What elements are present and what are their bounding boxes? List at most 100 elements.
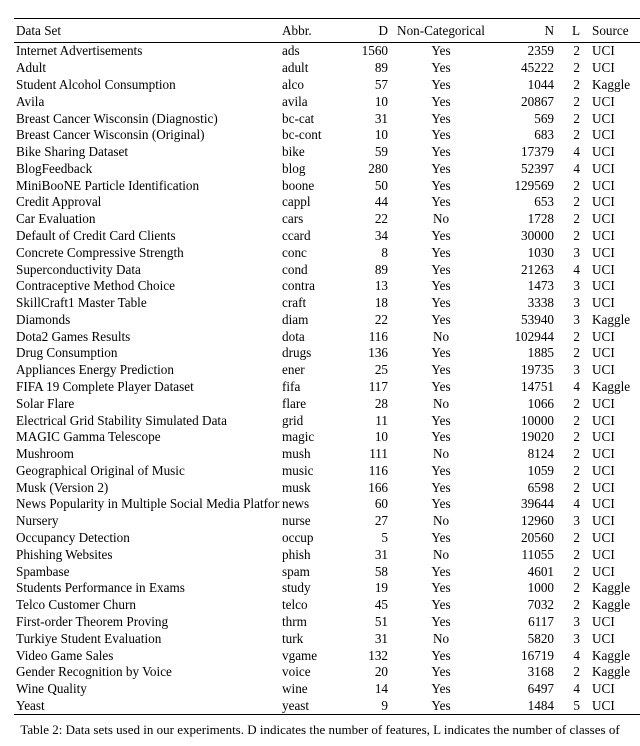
- cell-name: Dota2 Games Results: [14, 328, 280, 345]
- cell-name: Geographical Original of Music: [14, 463, 280, 480]
- cell-d: 31: [336, 110, 390, 127]
- table-row: Spambasespam58Yes46012UCI: [14, 563, 640, 580]
- table-row: Wine Qualitywine14Yes64974UCI: [14, 681, 640, 698]
- cell-src: Kaggle: [582, 379, 640, 396]
- table-row: Car Evaluationcars22No17282UCI: [14, 211, 640, 228]
- cell-n: 30000: [492, 228, 556, 245]
- cell-src: UCI: [582, 278, 640, 295]
- cell-src: UCI: [582, 463, 640, 480]
- cell-noncat: Yes: [390, 463, 492, 480]
- cell-l: 2: [556, 194, 582, 211]
- cell-abbr: adult: [280, 60, 336, 77]
- cell-noncat: No: [390, 446, 492, 463]
- table-row: Students Performance in Examsstudy19Yes1…: [14, 580, 640, 597]
- cell-d: 28: [336, 395, 390, 412]
- cell-abbr: spam: [280, 563, 336, 580]
- cell-noncat: No: [390, 513, 492, 530]
- cell-l: 3: [556, 295, 582, 312]
- cell-d: 111: [336, 446, 390, 463]
- cell-l: 2: [556, 228, 582, 245]
- cell-src: UCI: [582, 630, 640, 647]
- cell-noncat: Yes: [390, 261, 492, 278]
- cell-name: MiniBooNE Particle Identification: [14, 177, 280, 194]
- cell-src: Kaggle: [582, 580, 640, 597]
- cell-n: 653: [492, 194, 556, 211]
- cell-abbr: cond: [280, 261, 336, 278]
- cell-noncat: Yes: [390, 77, 492, 94]
- cell-name: Occupancy Detection: [14, 530, 280, 547]
- cell-name: Turkiye Student Evaluation: [14, 630, 280, 647]
- cell-src: UCI: [582, 144, 640, 161]
- cell-n: 1059: [492, 463, 556, 480]
- cell-d: 132: [336, 647, 390, 664]
- cell-abbr: occup: [280, 530, 336, 547]
- cell-src: Kaggle: [582, 597, 640, 614]
- cell-n: 19735: [492, 362, 556, 379]
- cell-n: 569: [492, 110, 556, 127]
- table-row: Gender Recognition by Voicevoice20Yes316…: [14, 664, 640, 681]
- cell-abbr: ener: [280, 362, 336, 379]
- cell-noncat: Yes: [390, 244, 492, 261]
- cell-src: UCI: [582, 160, 640, 177]
- caption-text: Data sets used in our experiments. D ind…: [66, 722, 620, 737]
- cell-d: 13: [336, 278, 390, 295]
- cell-n: 1000: [492, 580, 556, 597]
- cell-l: 3: [556, 362, 582, 379]
- cell-l: 4: [556, 144, 582, 161]
- cell-l: 3: [556, 244, 582, 261]
- cell-src: UCI: [582, 295, 640, 312]
- cell-l: 2: [556, 127, 582, 144]
- cell-src: UCI: [582, 429, 640, 446]
- cell-name: Credit Approval: [14, 194, 280, 211]
- cell-d: 89: [336, 60, 390, 77]
- cell-l: 2: [556, 43, 582, 60]
- table-row: Yeastyeast9Yes14845UCI: [14, 697, 640, 714]
- cell-name: Default of Credit Card Clients: [14, 228, 280, 245]
- cell-n: 2359: [492, 43, 556, 60]
- cell-noncat: Yes: [390, 379, 492, 396]
- cell-d: 44: [336, 194, 390, 211]
- cell-src: UCI: [582, 530, 640, 547]
- table-row: Turkiye Student Evaluationturk31No58203U…: [14, 630, 640, 647]
- table-row: SkillCraft1 Master Tablecraft18Yes33383U…: [14, 295, 640, 312]
- cell-n: 12960: [492, 513, 556, 530]
- cell-l: 2: [556, 429, 582, 446]
- cell-n: 3168: [492, 664, 556, 681]
- cell-abbr: ads: [280, 43, 336, 60]
- table-row: Breast Cancer Wisconsin (Original)bc-con…: [14, 127, 640, 144]
- cell-src: UCI: [582, 60, 640, 77]
- cell-d: 89: [336, 261, 390, 278]
- cell-src: UCI: [582, 127, 640, 144]
- cell-n: 20867: [492, 93, 556, 110]
- cell-l: 4: [556, 496, 582, 513]
- cell-noncat: Yes: [390, 530, 492, 547]
- cell-l: 2: [556, 110, 582, 127]
- cell-src: UCI: [582, 546, 640, 563]
- cell-name: Spambase: [14, 563, 280, 580]
- cell-n: 1728: [492, 211, 556, 228]
- cell-noncat: Yes: [390, 580, 492, 597]
- cell-noncat: Yes: [390, 412, 492, 429]
- cell-src: UCI: [582, 194, 640, 211]
- cell-l: 2: [556, 530, 582, 547]
- cell-n: 20560: [492, 530, 556, 547]
- cell-d: 166: [336, 479, 390, 496]
- cell-noncat: No: [390, 211, 492, 228]
- cell-name: Car Evaluation: [14, 211, 280, 228]
- cell-name: Avila: [14, 93, 280, 110]
- cell-src: UCI: [582, 228, 640, 245]
- cell-abbr: voice: [280, 664, 336, 681]
- cell-abbr: mush: [280, 446, 336, 463]
- cell-abbr: bike: [280, 144, 336, 161]
- cell-name: Student Alcohol Consumption: [14, 77, 280, 94]
- caption-label: Table 2:: [20, 722, 62, 737]
- cell-src: UCI: [582, 563, 640, 580]
- cell-noncat: Yes: [390, 93, 492, 110]
- cell-name: Yeast: [14, 697, 280, 714]
- cell-src: UCI: [582, 412, 640, 429]
- cell-name: Internet Advertisements: [14, 43, 280, 60]
- cell-abbr: turk: [280, 630, 336, 647]
- cell-name: First-order Theorem Proving: [14, 614, 280, 631]
- cell-noncat: Yes: [390, 614, 492, 631]
- cell-src: UCI: [582, 614, 640, 631]
